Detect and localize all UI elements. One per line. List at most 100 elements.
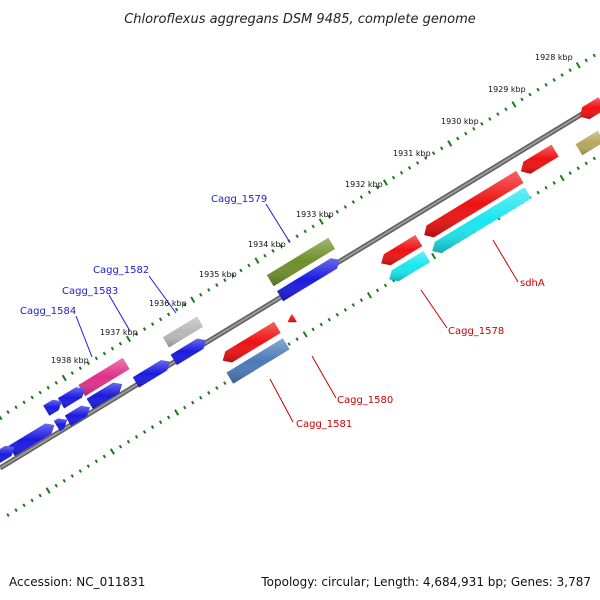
gene-cagg-1578[interactable]	[389, 251, 431, 282]
gene-label-cagg-1584[interactable]: Cagg_1584	[20, 306, 76, 317]
gene-red-small-shade	[520, 144, 559, 174]
gene-red-sdh[interactable]	[381, 235, 423, 266]
tick-mark	[231, 273, 235, 278]
gene-khaki[interactable]	[575, 130, 600, 156]
gene-blue-8-shade	[53, 418, 68, 432]
gene-cagg-1582-shade	[162, 316, 204, 348]
gene-blue-3[interactable]	[132, 360, 171, 388]
kbp-scale: 1928 kbp 1929 kbp 1930 kbp 1931 kbp 1932…	[51, 53, 573, 365]
gene-cagg-1583[interactable]	[78, 357, 130, 397]
tick-mark	[568, 171, 572, 175]
tick-mark	[14, 405, 18, 410]
gene-label-cagg-1583[interactable]: Cagg_1583	[62, 286, 118, 297]
gene-features	[0, 97, 600, 464]
gene-red-large[interactable]	[424, 170, 524, 238]
tick-mark	[279, 244, 283, 248]
tick-mark	[366, 291, 372, 299]
tick-mark	[78, 469, 82, 473]
gene-label-cagg-1582[interactable]: Cagg_1582	[93, 265, 149, 276]
tick-mark	[431, 151, 436, 156]
tick-mark	[327, 214, 331, 219]
gene-blue-9[interactable]	[8, 423, 55, 457]
kbp-label: 1930 kbp	[441, 117, 479, 126]
tick-mark	[375, 288, 380, 293]
tick-mark	[375, 185, 380, 190]
gene-khaki-shade	[575, 130, 600, 156]
tick-mark	[86, 361, 91, 366]
gene-red-edge[interactable]	[579, 97, 600, 120]
gene-blue-5-shade	[57, 387, 85, 409]
kbp-label: 1937 kbp	[100, 328, 138, 337]
tick-mark	[86, 464, 90, 469]
gene-blue-10[interactable]	[0, 445, 15, 464]
tick-mark	[0, 415, 3, 421]
tick-mark	[536, 190, 540, 195]
tick-mark	[6, 410, 10, 415]
tick-mark	[480, 121, 484, 126]
gene-sdha[interactable]	[432, 187, 532, 253]
tick-mark	[302, 331, 308, 338]
tick-mark	[45, 487, 51, 494]
tick-mark	[544, 185, 548, 190]
tick-mark	[150, 425, 155, 430]
tick-mark	[520, 97, 524, 102]
tick-mark	[38, 390, 42, 395]
gene-blue-2[interactable]	[170, 338, 207, 365]
gene-blue-8[interactable]	[53, 418, 68, 432]
tick-mark	[239, 268, 243, 273]
tick-mark	[431, 252, 437, 260]
accession-text: Accession: NC_011831	[9, 575, 145, 589]
gene-blue-4[interactable]	[86, 382, 123, 409]
gene-cagg-1580-shade	[222, 321, 281, 363]
tick-mark	[191, 400, 195, 405]
map-title: Chloroflexus aggregans DSM 9485, complet…	[124, 12, 476, 27]
tick-mark	[560, 73, 564, 77]
tick-mark	[118, 341, 123, 346]
tick-mark	[22, 503, 26, 508]
tick-mark	[576, 166, 580, 171]
gene-cagg-1579[interactable]	[266, 237, 336, 287]
tick-mark	[6, 513, 10, 517]
gene-cagg-1583-shade	[78, 357, 130, 397]
tick-mark	[174, 307, 179, 312]
gene-blue-5[interactable]	[57, 387, 85, 409]
kbp-label: 1933 kbp	[296, 210, 334, 219]
gene-cagg-1580[interactable]	[222, 321, 281, 363]
tick-mark	[166, 415, 171, 420]
gene-cagg-1582[interactable]	[162, 316, 204, 348]
tick-mark	[351, 303, 356, 307]
tick-mark	[295, 337, 299, 342]
tick-mark	[407, 165, 412, 170]
tick-mark	[496, 112, 500, 116]
tick-mark	[125, 335, 132, 343]
gene-blue-7[interactable]	[64, 405, 91, 426]
gene-blue-6[interactable]	[43, 399, 62, 416]
gene-blue-1[interactable]	[277, 258, 340, 302]
gene-blue-10-shade	[0, 445, 15, 464]
gene-label-sdha[interactable]: sdhA	[520, 278, 545, 289]
kbp-label: 1935 kbp	[199, 270, 237, 279]
tick-mark	[199, 395, 203, 400]
kbp-label: 1936 kbp	[149, 299, 187, 308]
gene-blue-3-shade	[132, 360, 171, 388]
tick-mark	[22, 400, 26, 405]
gene-red-edge-shade	[579, 97, 600, 120]
gene-red-tiny[interactable]	[287, 314, 297, 323]
tick-mark	[134, 434, 139, 439]
gene-label-cagg-1578[interactable]: Cagg_1578	[448, 326, 504, 337]
tick-mark	[166, 312, 171, 317]
gene-label-cagg-1579[interactable]: Cagg_1579	[211, 194, 267, 205]
gene-red-small[interactable]	[520, 144, 559, 174]
gene-label-cagg-1580[interactable]: Cagg_1580	[337, 395, 393, 406]
tick-mark	[158, 317, 163, 322]
gene-label-cagg-1581[interactable]: Cagg_1581	[296, 419, 352, 430]
tick-mark	[70, 474, 74, 478]
tick-mark	[318, 218, 324, 225]
gene-cagg-1581[interactable]	[226, 338, 290, 384]
tick-mark	[423, 156, 428, 160]
tick-mark	[30, 498, 34, 503]
tick-mark	[319, 322, 323, 327]
tick-mark	[575, 61, 581, 69]
tick-mark	[303, 229, 307, 234]
tick-mark	[70, 371, 74, 375]
